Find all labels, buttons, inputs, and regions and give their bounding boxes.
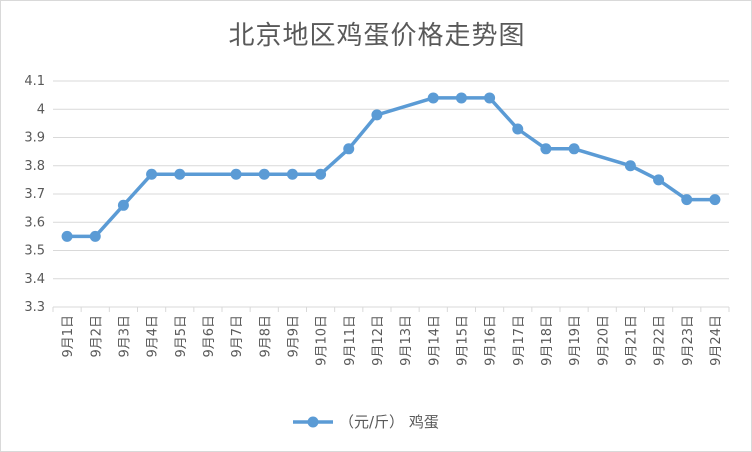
x-tick-label: 9月11日 bbox=[343, 315, 358, 366]
data-point bbox=[512, 123, 524, 135]
x-tick-label: 9月16日 bbox=[484, 315, 499, 366]
x-tick-label: 9月21日 bbox=[624, 315, 639, 366]
x-tick-label: 9月10日 bbox=[315, 315, 330, 366]
data-point bbox=[146, 168, 158, 180]
data-point bbox=[484, 92, 496, 104]
x-tick-label: 9月1日 bbox=[61, 315, 76, 358]
x-tick-label: 9月2日 bbox=[89, 315, 104, 358]
x-tick-label: 9月8日 bbox=[258, 315, 273, 358]
data-point bbox=[455, 92, 467, 104]
x-tick-label: 9月23日 bbox=[681, 315, 696, 366]
x-tick-label: 9月14日 bbox=[427, 315, 442, 366]
data-point bbox=[427, 92, 439, 104]
x-tick-label: 9月12日 bbox=[371, 315, 386, 366]
data-point bbox=[653, 174, 665, 186]
x-tick-label: 9月3日 bbox=[117, 315, 132, 358]
y-tick-label: 3.8 bbox=[24, 159, 45, 174]
legend-marker bbox=[307, 416, 319, 428]
y-tick-label: 3.4 bbox=[24, 272, 45, 287]
x-tick-label: 9月9日 bbox=[286, 315, 301, 358]
data-point bbox=[89, 230, 101, 242]
x-tick-label: 9月22日 bbox=[653, 315, 668, 366]
data-point bbox=[61, 230, 73, 242]
data-point bbox=[371, 109, 383, 121]
y-tick-label: 3.6 bbox=[24, 215, 45, 230]
x-tick-label: 9月20日 bbox=[596, 315, 611, 366]
x-tick-label: 9月15日 bbox=[455, 315, 470, 366]
data-point bbox=[709, 194, 721, 206]
data-point bbox=[174, 168, 186, 180]
data-point bbox=[624, 160, 636, 172]
data-point bbox=[343, 143, 355, 155]
y-tick-label: 3.7 bbox=[24, 187, 45, 202]
x-tick-label: 9月13日 bbox=[399, 315, 414, 366]
y-tick-label: 3.3 bbox=[24, 300, 45, 315]
data-point bbox=[681, 194, 693, 206]
data-point bbox=[117, 199, 129, 211]
series-line bbox=[65, 96, 717, 239]
y-tick-label: 4 bbox=[37, 102, 45, 117]
x-tick-label: 9月4日 bbox=[146, 315, 161, 358]
data-point bbox=[258, 168, 270, 180]
data-point bbox=[230, 168, 242, 180]
y-tick-label: 3.5 bbox=[24, 244, 45, 259]
chart-title: 北京地区鸡蛋价格走势图 bbox=[228, 21, 526, 51]
x-tick-label: 9月7日 bbox=[230, 315, 245, 358]
x-tick-label: 9月19日 bbox=[568, 315, 583, 366]
x-tick-label: 9月6日 bbox=[202, 315, 217, 358]
x-tick-label: 9月5日 bbox=[174, 315, 189, 358]
legend-label: （元/斤） 鸡蛋 bbox=[339, 413, 439, 431]
x-tick-label: 9月17日 bbox=[512, 315, 527, 366]
data-point bbox=[540, 143, 552, 155]
y-tick-label: 3.9 bbox=[24, 131, 45, 146]
data-point bbox=[286, 168, 298, 180]
data-point bbox=[568, 143, 580, 155]
x-tick-label: 9月24日 bbox=[709, 315, 724, 366]
data-point bbox=[315, 168, 327, 180]
x-tick-label: 9月18日 bbox=[540, 315, 555, 366]
y-tick-label: 4.1 bbox=[24, 74, 45, 89]
